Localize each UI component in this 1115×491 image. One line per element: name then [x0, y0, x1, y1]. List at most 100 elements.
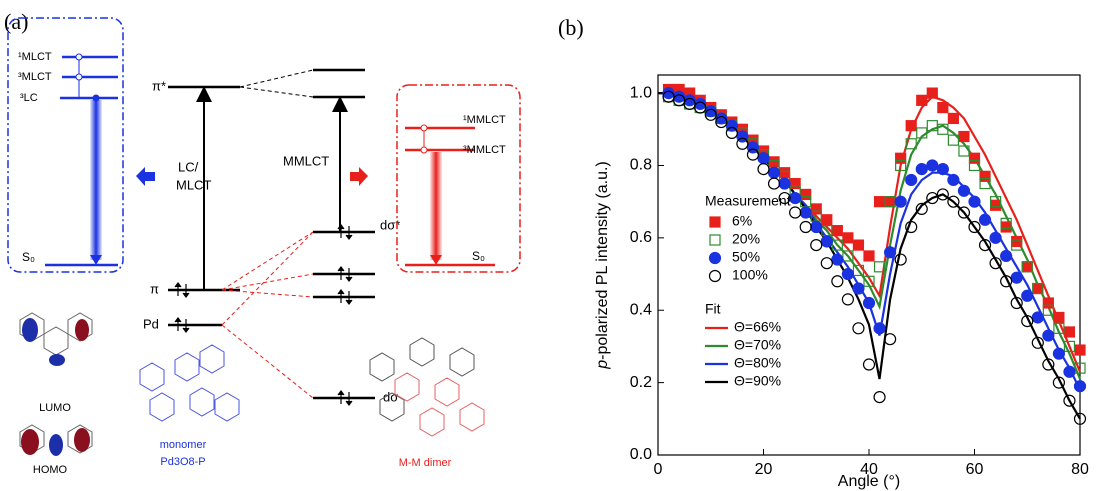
legend-title: Measurement [705, 193, 791, 209]
data-point [958, 185, 969, 196]
data-point [1043, 330, 1054, 341]
data-point [769, 157, 779, 167]
level-label: S₀ [472, 249, 485, 263]
figure: (a) ¹MLCT ³MLCT ³LC S₀ π* π Pd LC/ MLCT … [0, 0, 1115, 491]
correlation [222, 232, 313, 398]
y-axis-label-rest: -polarized PL intensity (a.u.) [594, 161, 611, 360]
data-point [895, 196, 906, 207]
data-point [906, 121, 916, 131]
data-point [980, 214, 991, 225]
data-point [874, 323, 885, 334]
data-point [991, 200, 1001, 210]
legend-label: Θ=80% [734, 355, 781, 371]
data-point [916, 164, 927, 175]
data-point [1054, 312, 1064, 322]
data-point [800, 222, 811, 233]
data-point [822, 215, 832, 225]
data-point [885, 247, 896, 258]
y-tick-label: 0.6 [630, 229, 652, 246]
legend-marker [710, 217, 720, 227]
data-point [895, 254, 906, 265]
arrow-left [136, 167, 155, 186]
legend-label: 6% [732, 213, 752, 229]
legend-label: Θ=66% [734, 319, 781, 335]
data-point [937, 164, 948, 175]
data-point [927, 88, 937, 98]
data-point [1053, 348, 1064, 359]
lumo-image [20, 313, 92, 366]
y-tick-label: 1.0 [630, 84, 652, 101]
monomer-orbitals [168, 70, 375, 398]
data-point [875, 197, 885, 207]
data-point [790, 193, 801, 204]
data-point [832, 276, 843, 287]
data-point [1075, 381, 1086, 392]
panel-a: (a) ¹MLCT ³MLCT ³LC S₀ π* π Pd LC/ MLCT … [4, 9, 520, 476]
orbital-label: Pd [143, 316, 159, 331]
orbital-label: π* [152, 78, 166, 93]
legend-label: 100% [732, 267, 768, 283]
data-point [885, 197, 895, 207]
data-point [758, 164, 769, 175]
legend-title: Fit [705, 301, 721, 317]
data-point [959, 132, 969, 142]
data-point [811, 240, 822, 251]
data-point [842, 294, 853, 305]
y-tick-label: 0.0 [630, 446, 652, 463]
panel-b: (b) Angle (°) p-polarized PL intensity (… [558, 15, 1089, 490]
data-point [969, 196, 980, 207]
data-point [843, 233, 853, 243]
state [76, 74, 82, 80]
data-point [853, 323, 864, 334]
state [93, 95, 100, 102]
emission-arrow [430, 152, 442, 260]
spins [175, 225, 352, 405]
data-point [864, 359, 875, 370]
caption: Pd3O8-P [160, 456, 205, 468]
x-tick-label: 0 [654, 461, 663, 478]
data-point [896, 153, 906, 163]
data-point [842, 269, 853, 280]
y-tick-label: 0.4 [630, 301, 652, 318]
data-point [948, 174, 959, 185]
data-point [1075, 345, 1085, 355]
data-point [853, 240, 863, 250]
data-point [1043, 298, 1053, 308]
data-point [864, 251, 874, 261]
data-point [938, 103, 948, 113]
y-tick-label: 0.2 [630, 374, 652, 391]
legend-label: 50% [732, 249, 760, 265]
y-tick-label: 0.8 [630, 157, 652, 174]
homo-image [20, 425, 92, 456]
data-point [927, 160, 938, 171]
data-point [874, 392, 885, 403]
x-tick-label: 20 [755, 461, 773, 478]
emission-arrow [90, 100, 102, 260]
state [421, 125, 427, 131]
data-point [769, 178, 780, 189]
data-point [970, 153, 980, 163]
data-point [1011, 272, 1022, 283]
panel-label: (b) [558, 15, 584, 40]
data-point [1032, 312, 1043, 323]
level-label: ³LC [20, 92, 38, 104]
data-point [917, 95, 927, 105]
level-label: ¹MLCT [18, 51, 52, 63]
data-point [779, 178, 790, 189]
data-point [832, 254, 843, 265]
legend-marker [710, 253, 721, 264]
y-axis-label-italic: p [594, 360, 611, 370]
x-tick-label: 40 [860, 461, 878, 478]
data-point [906, 174, 917, 185]
data-point [832, 226, 842, 236]
level-label: ³MMLCT [463, 144, 506, 156]
legend-marker [710, 235, 720, 245]
x-tick-label: 60 [966, 461, 984, 478]
legend-label: Θ=70% [734, 337, 781, 353]
data-point [1064, 327, 1074, 337]
data-point [790, 179, 800, 189]
caption: M-M dimer [399, 457, 452, 469]
data-point [1033, 284, 1043, 294]
orbital-caption: HOMO [33, 464, 68, 476]
monomer-levels [45, 57, 118, 265]
